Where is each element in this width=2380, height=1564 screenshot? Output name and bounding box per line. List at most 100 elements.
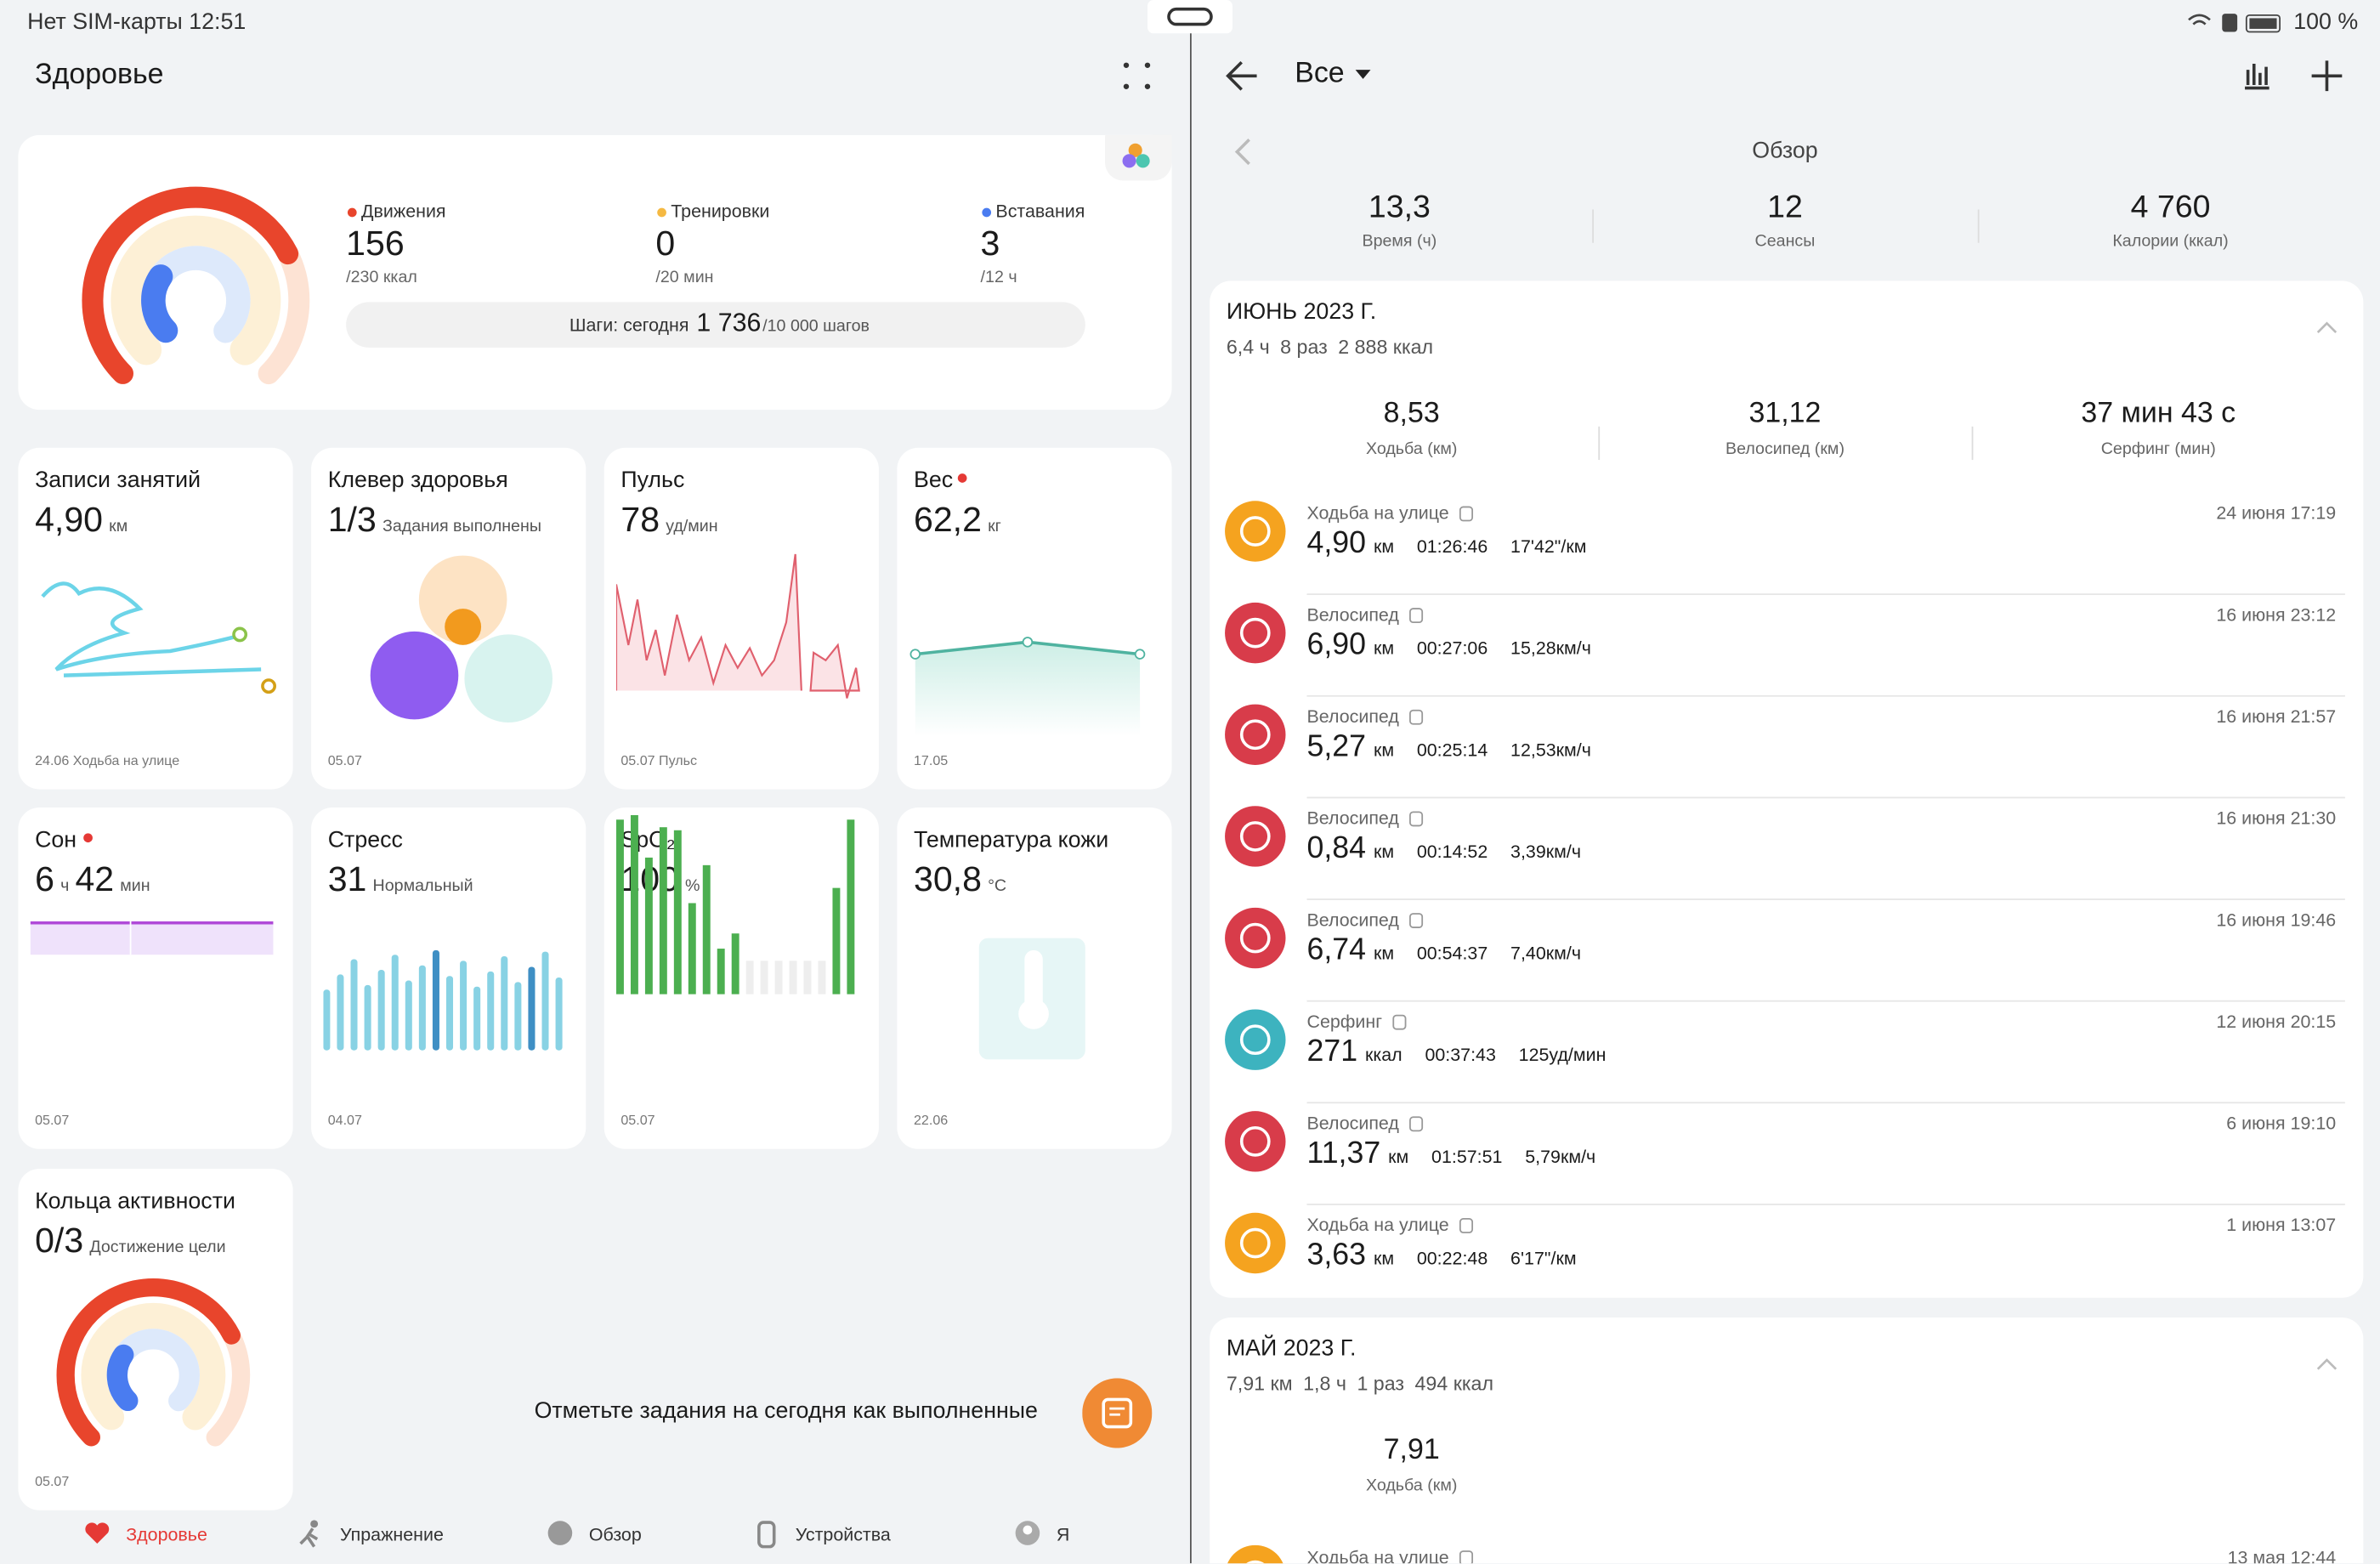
menu-button[interactable] <box>1122 60 1153 91</box>
workout-record[interactable]: Ходьба на улице 13 мая 12:44 <box>1210 1538 2363 1564</box>
record-pace: 6'17"/км <box>1510 1247 1577 1269</box>
stat-label: Сеансы <box>1754 232 1816 251</box>
health-card[interactable]: Клевер здоровья 1/3 Задания выполнены 05.07 <box>311 447 586 790</box>
card-unit: кг <box>988 517 1001 536</box>
record-unit: км <box>1373 637 1395 659</box>
nav-item[interactable]: Упражнение <box>298 1519 444 1550</box>
nav-icon <box>299 1520 319 1548</box>
card-graphic <box>41 581 276 694</box>
card-graphic <box>30 921 274 955</box>
health-card[interactable]: Кольца активности 0/3 Достижение цели 05.07 <box>18 1168 293 1510</box>
workout-record[interactable]: Ходьба на улице 24 июня 17:19 4,90 км 01:26:… <box>1210 493 2363 595</box>
nav-item[interactable]: Здоровье <box>83 1519 207 1550</box>
health-card[interactable]: Пульс 78 уд/мин 05.07 Пульс <box>604 447 879 790</box>
record-type: Велосипед <box>1306 706 1399 728</box>
back-button[interactable] <box>1223 58 1262 94</box>
summary-item: 8 раз <box>1280 335 1328 359</box>
record-values: 6,74 км 00:54:37 7,40км/ч <box>1306 933 1581 968</box>
battery-text: 100 % <box>2293 8 2359 36</box>
record-type: Серфинг <box>1306 1011 1383 1033</box>
card-value: 1/3 <box>327 499 377 539</box>
workout-record[interactable]: Велосипед 16 июня 23:12 6,90 км 00:27:06 15,2… <box>1210 595 2363 697</box>
nav-item[interactable]: Обзор <box>547 1519 642 1550</box>
workout-record[interactable]: Велосипед 6 июня 19:10 11,37 км 01:57:51 5,79… <box>1210 1103 2363 1205</box>
workout-record[interactable]: Велосипед 16 июня 19:46 6,74 км 00:54:37 7,40… <box>1210 900 2363 1002</box>
health-card[interactable]: Сон 6 ч 42 мин 05.07 <box>18 807 293 1149</box>
collapse-icon <box>2316 321 2338 334</box>
record-duration: 00:22:48 <box>1416 1247 1488 1269</box>
nav-label: Здоровье <box>126 1523 207 1545</box>
card-unit: °C <box>988 877 1007 896</box>
toolbar-icons[interactable] <box>2241 58 2347 94</box>
month-title: ИЮНЬ 2023 Г. <box>1226 298 1377 326</box>
record-date: 16 июня 23:12 <box>2216 604 2337 626</box>
record-type-row: Ходьба на улице <box>1306 1215 1473 1236</box>
card-value-row: 4,90 км <box>35 499 128 540</box>
workout-record[interactable]: Серфинг 12 июня 20:15 271 ккал 00:37:43 125уд… <box>1210 1002 2363 1104</box>
card-footer: 04.07 <box>327 1112 362 1128</box>
record-value: 5,27 <box>1306 729 1367 764</box>
record-date: 1 июня 13:07 <box>2226 1214 2337 1236</box>
page-title: Здоровье <box>35 59 164 92</box>
workout-icon <box>1225 602 1286 664</box>
card-value: 4,90 <box>35 499 104 539</box>
card-title: Кольца активности <box>35 1188 235 1215</box>
record-date: 16 июня 19:46 <box>2216 909 2337 931</box>
health-card[interactable]: Температура кожи 30,8 °C 22.06 <box>897 807 1172 1149</box>
record-date: 16 июня 21:30 <box>2216 807 2337 829</box>
row-divider <box>1306 796 2345 799</box>
collapse-icon <box>2316 1358 2338 1370</box>
record-values: 4,90 км 01:26:46 17'42"/км <box>1306 527 1586 562</box>
record-unit: км <box>1373 942 1395 964</box>
workout-icon <box>1225 1009 1286 1070</box>
health-card[interactable]: Записи занятий 4,90 км 24.06 Ходьба на улиц… <box>18 447 293 790</box>
record-pace: 125уд/мин <box>1518 1044 1606 1066</box>
filter-label: Все <box>1295 57 1345 90</box>
card-unit: Задания выполнены <box>382 517 541 536</box>
card-graphic <box>910 637 1146 737</box>
record-duration: 00:37:43 <box>1425 1044 1496 1066</box>
steps-value: 1 736 <box>696 308 762 337</box>
card-value: 42 <box>75 858 115 899</box>
record-type: Велосипед <box>1306 604 1399 626</box>
metric-dot <box>982 207 992 218</box>
card-unit: км <box>109 517 128 536</box>
workout-record[interactable]: Велосипед 16 июня 21:30 0,84 км 00:14:52 3,39… <box>1210 798 2363 900</box>
nav-icon <box>1015 1521 1040 1545</box>
record-date: 24 июня 17:19 <box>2216 502 2337 524</box>
card-value-row: 6 ч 42 мин <box>35 859 150 900</box>
record-unit: км <box>1373 841 1395 863</box>
card-title: Пульс <box>620 467 685 494</box>
record-value: 4,90 <box>1306 526 1367 560</box>
health-card[interactable]: SpO₂100%05.07 <box>604 807 879 1149</box>
prev-button[interactable] <box>1232 137 1254 167</box>
card-title: Сон <box>35 827 77 853</box>
separator <box>1977 209 1980 243</box>
record-pace: 17'42"/км <box>1510 536 1587 558</box>
workout-icon <box>1225 907 1286 969</box>
record-values: 11,37 км 01:57:51 5,79км/ч <box>1306 1136 1595 1171</box>
record-values: 0,84 км 00:14:52 3,39км/ч <box>1306 832 1581 867</box>
nav-item[interactable]: Я <box>1014 1519 1069 1550</box>
steps-bar: Шаги: сегодня 1 736/10 000 шагов <box>346 302 1085 348</box>
prompt-button <box>1082 1378 1153 1448</box>
nav-item[interactable]: Устройства <box>753 1519 891 1550</box>
record-type: Ходьба на улице <box>1306 502 1449 524</box>
metric-label: Тренировки <box>671 200 770 222</box>
card-unit: мин <box>120 877 150 896</box>
row-divider <box>1306 898 2345 900</box>
workout-icon <box>1225 1111 1286 1172</box>
metric-dot <box>347 207 357 218</box>
workout-record[interactable]: Велосипед 16 июня 21:57 5,27 км 00:25:14 12,5… <box>1210 697 2363 799</box>
filter-dropdown[interactable]: Все <box>1295 58 1372 91</box>
health-card[interactable]: Вес 62,2 кг 17.05 <box>897 447 1172 790</box>
activity-card: Движения 156/230 ккал Тренировки 0/20 мин Вс… <box>18 134 1172 411</box>
stat-value: 31,12 <box>1748 397 1822 430</box>
health-card[interactable]: Стресс 31 Нормальный 04.07 <box>311 807 586 1149</box>
record-value: 6,74 <box>1306 933 1367 967</box>
watch-icon <box>1408 810 1423 826</box>
summary-item: 494 ккал <box>1414 1372 1493 1396</box>
nav-label: Упражнение <box>339 1523 444 1545</box>
card-title: Стресс <box>327 827 403 853</box>
workout-record[interactable]: Ходьба на улице 1 июня 13:07 3,63 км 00:22:4… <box>1210 1205 2363 1307</box>
